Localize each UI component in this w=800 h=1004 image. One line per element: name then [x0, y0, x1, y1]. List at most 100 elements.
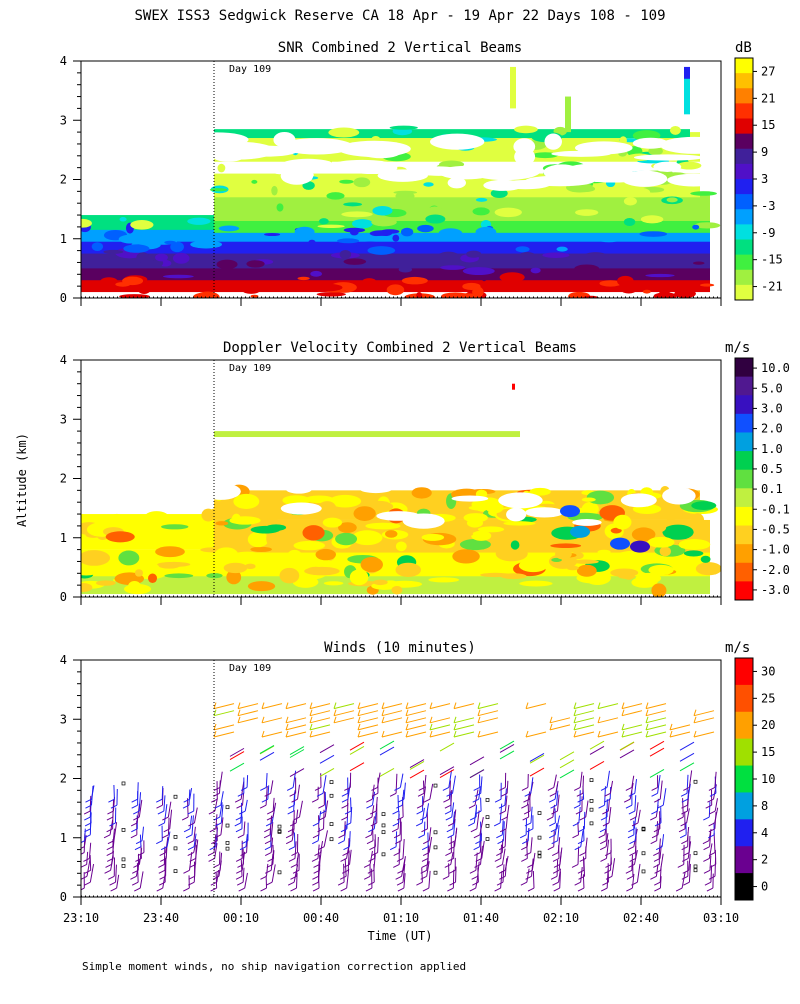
wind-barb	[527, 869, 529, 882]
wind-barb	[574, 725, 594, 730]
wind-flag-square	[434, 784, 437, 787]
snr-cell	[196, 292, 220, 303]
doppler-day-label: Day 109	[229, 363, 271, 374]
wind-barb-flag	[422, 858, 428, 861]
colorbar-swatch	[735, 470, 753, 489]
snr-cell	[277, 203, 284, 211]
snr-cell	[427, 206, 442, 215]
wind-barb	[286, 718, 306, 723]
doppler-cell	[648, 537, 675, 548]
doppler-cell	[118, 551, 139, 566]
wind-barb	[638, 810, 640, 823]
doppler-cell	[412, 487, 432, 498]
wind-barb	[709, 802, 710, 817]
wind-barb	[140, 835, 141, 847]
colorbar-label: 0.5	[761, 462, 783, 476]
y-tick-label: 4	[60, 653, 67, 667]
wind-barb-flag	[235, 823, 241, 826]
wind-flag-square	[486, 816, 489, 819]
wind-barb-flag	[398, 888, 404, 891]
wind-barb	[422, 867, 423, 882]
wind-barb	[622, 725, 642, 730]
wind-barb-flag	[132, 805, 138, 808]
wind-barb-flag	[443, 787, 449, 790]
wind-barb	[711, 865, 712, 882]
doppler-cell	[109, 514, 125, 523]
wind-barb	[557, 860, 558, 876]
colorbar-label: 2.0	[761, 422, 783, 436]
snr-cell	[309, 240, 316, 244]
wind-flag-square	[694, 852, 697, 855]
wind-barb-flag	[474, 835, 480, 838]
wind-barb	[622, 732, 642, 737]
snr-cell	[340, 250, 352, 259]
wind-barb-flag	[681, 841, 687, 844]
colorbar-label: 15	[761, 745, 775, 759]
wind-flag-square	[434, 846, 437, 849]
wind-barb	[531, 837, 532, 852]
wind-barb-flag	[368, 829, 374, 832]
doppler-gap	[201, 483, 241, 500]
snr-cell	[163, 275, 194, 278]
snr-gap	[660, 137, 728, 154]
wind-barb	[425, 775, 426, 787]
wind-barb	[170, 810, 172, 829]
colorbar-label: 2	[761, 853, 768, 867]
wind-flag-square	[486, 799, 489, 802]
snr-gap	[634, 154, 703, 160]
wind-barb	[117, 875, 119, 888]
snr-cell	[343, 202, 362, 206]
wind-barb-flag	[107, 817, 113, 820]
wind-barb	[526, 732, 546, 737]
wind-barb	[320, 768, 334, 776]
snr-cell	[273, 245, 289, 251]
wind-barb	[670, 725, 690, 730]
colorbar-swatch	[735, 255, 753, 271]
wind-barb-flag	[470, 888, 476, 891]
wind-barb	[87, 852, 88, 865]
colorbar-swatch	[735, 179, 753, 195]
wind-barb-flag	[132, 882, 138, 885]
wind-barb-flag	[132, 799, 138, 802]
snr-cell	[363, 278, 376, 283]
wind-barb	[659, 838, 660, 852]
wind-barb	[662, 834, 663, 847]
wind-barb-flag	[210, 829, 216, 832]
wind-barb-flag	[390, 847, 396, 850]
wind-barb-flag	[600, 858, 606, 861]
snr-cell	[295, 227, 315, 237]
wind-barb	[478, 704, 498, 709]
doppler-gap	[299, 459, 356, 469]
wind-barb	[694, 711, 714, 716]
colorbar-label: -15	[761, 253, 783, 267]
snr-gap	[470, 163, 540, 181]
wind-barb-flag	[474, 847, 480, 850]
wind-barb	[310, 732, 330, 737]
wind-barb	[262, 704, 282, 709]
wind-barb	[214, 732, 234, 737]
wind-barb	[320, 755, 334, 763]
wind-barb-flag	[239, 888, 245, 891]
wind-barb-flag	[394, 787, 400, 790]
snr-cell	[641, 215, 664, 223]
snr-cell	[280, 186, 303, 192]
wind-flag-square	[642, 852, 645, 855]
doppler-cell	[428, 577, 459, 582]
wind-barb-flag	[575, 882, 581, 885]
wind-barb	[350, 742, 364, 750]
wind-flag-square	[330, 838, 333, 841]
wind-barb	[632, 855, 633, 870]
wind-flag-square	[694, 869, 697, 872]
wind-barb-flag	[107, 829, 113, 832]
wind-barb	[430, 704, 450, 709]
wind-barb-flag	[572, 864, 578, 867]
y-tick-label: 2	[60, 173, 67, 187]
doppler-cell	[354, 506, 376, 521]
wind-barb	[502, 820, 503, 835]
wind-barb	[403, 839, 404, 858]
wind-barb-flag	[650, 817, 656, 820]
wind-barb-flag	[267, 811, 273, 814]
wind-barb-flag	[496, 835, 502, 838]
wind-barb-flag	[312, 882, 318, 885]
colorbar-swatch	[735, 224, 753, 240]
